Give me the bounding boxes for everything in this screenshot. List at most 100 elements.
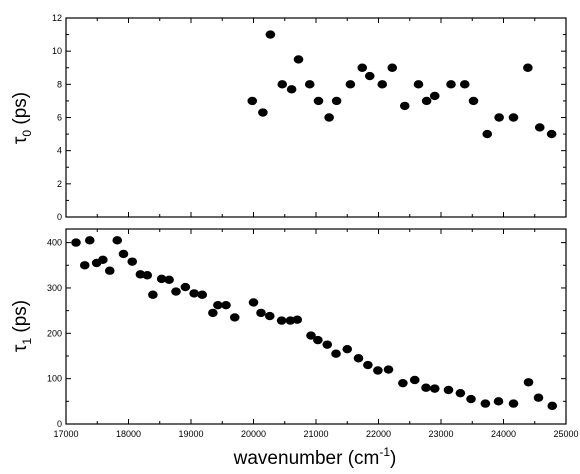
top-data-point xyxy=(258,108,268,117)
top-data-point xyxy=(429,91,440,101)
bottom-data-point xyxy=(112,236,123,245)
bottom-y-tick-label: 100 xyxy=(47,374,62,384)
x-tick-label: 22000 xyxy=(366,429,391,439)
top-y-tick-label: 10 xyxy=(52,46,62,56)
top-data-point xyxy=(421,96,432,106)
top-data-point xyxy=(494,113,504,122)
top-data-point xyxy=(546,129,557,139)
top-y-axis-title: τ0 (ps) xyxy=(10,92,34,144)
bottom-y-tick-label: 300 xyxy=(47,283,62,293)
top-data-point xyxy=(265,30,276,39)
bottom-data-point xyxy=(353,354,364,363)
top-data-point xyxy=(324,113,334,122)
bottom-panel: 0 100 200 300 400 17000 18000 19000 20000 21000 22… xyxy=(47,228,579,439)
x-tick-label: 18000 xyxy=(116,429,141,439)
top-data-point xyxy=(387,63,398,72)
bottom-data-point xyxy=(171,287,181,296)
bottom-data-point xyxy=(197,290,208,299)
bottom-y-axis-title: τ1 (ps) xyxy=(10,300,34,352)
bottom-data-point xyxy=(148,290,158,299)
bottom-data-point xyxy=(306,331,316,340)
top-panel: 0 2 4 6 8 10 12 xyxy=(52,13,567,222)
top-data-point xyxy=(277,80,288,89)
bottom-data-point xyxy=(264,311,275,321)
top-plot-frame xyxy=(65,17,567,218)
top-data-point xyxy=(508,113,519,122)
top-data-point xyxy=(364,71,375,81)
top-y-tick-label: 8 xyxy=(57,79,62,89)
bottom-data-point xyxy=(84,236,95,245)
bottom-data-point xyxy=(208,308,218,318)
bottom-data-point xyxy=(256,308,266,318)
bottom-data-point xyxy=(533,393,544,402)
bottom-data-point xyxy=(180,282,191,292)
bottom-y-tick-label: 200 xyxy=(47,328,62,338)
bottom-data-point xyxy=(189,289,199,298)
bottom-data-point xyxy=(221,300,231,310)
top-data-point xyxy=(446,80,456,89)
top-y-tick-label: 0 xyxy=(57,212,62,222)
top-data-point xyxy=(293,55,304,64)
bottom-data-point xyxy=(493,397,504,406)
bottom-data-point xyxy=(164,275,174,284)
top-data-point xyxy=(399,101,410,111)
bottom-data-point xyxy=(156,274,167,284)
top-y-tick-label: 2 xyxy=(57,179,62,189)
bottom-data-point xyxy=(313,335,323,345)
bottom-data-point xyxy=(322,340,333,349)
top-data-point xyxy=(331,96,342,106)
top-data-point xyxy=(377,80,388,89)
top-y-tick-label: 6 xyxy=(57,113,62,123)
top-data-point xyxy=(468,96,479,106)
top-y-tick-label: 4 xyxy=(57,146,62,156)
bottom-data-point xyxy=(71,238,81,247)
bottom-data-point xyxy=(443,385,454,395)
x-tick-label: 23000 xyxy=(428,429,453,439)
x-tick-label: 20000 xyxy=(241,429,266,439)
bottom-data-point xyxy=(292,315,303,324)
x-tick-label: 24000 xyxy=(491,429,516,439)
bottom-y-tick-label: 0 xyxy=(57,419,62,429)
bottom-data-point xyxy=(98,255,108,265)
x-tick-label: 17000 xyxy=(53,429,78,439)
bottom-data-point xyxy=(547,401,558,411)
x-tick-label: 19000 xyxy=(178,429,203,439)
bottom-data-point xyxy=(363,360,373,370)
bottom-data-point xyxy=(373,366,383,375)
bottom-data-point xyxy=(127,257,138,266)
x-tick-label: 25000 xyxy=(553,429,578,439)
bottom-data-point xyxy=(229,313,240,322)
top-data-point xyxy=(304,80,315,89)
bottom-data-point xyxy=(276,316,287,325)
top-data-point xyxy=(247,96,258,106)
bottom-plot-frame xyxy=(65,228,567,425)
top-data-point xyxy=(534,123,545,132)
bottom-data-point xyxy=(523,378,534,387)
top-data-point xyxy=(357,63,368,72)
top-data-point xyxy=(482,129,493,139)
bottom-data-point xyxy=(248,298,259,307)
bottom-data-point xyxy=(79,261,90,270)
top-data-point xyxy=(286,85,297,94)
top-data-point xyxy=(313,96,324,106)
bottom-data-point xyxy=(455,388,466,398)
bottom-data-point xyxy=(429,384,440,393)
bottom-data-point xyxy=(398,378,408,388)
bottom-data-point xyxy=(213,300,223,310)
bottom-data-point xyxy=(118,249,129,259)
bottom-data-point xyxy=(409,375,420,385)
bottom-data-point xyxy=(331,349,341,358)
bottom-data-point xyxy=(421,383,431,392)
top-data-point xyxy=(523,63,533,72)
top-data-point xyxy=(459,80,470,89)
bottom-data-point xyxy=(383,365,394,374)
bottom-data-point xyxy=(342,344,353,354)
bottom-data-point xyxy=(142,271,153,280)
bottom-y-tick-label: 400 xyxy=(47,238,62,248)
x-tick-label: 21000 xyxy=(303,429,328,439)
x-axis-title: wavenumber (cm-1) xyxy=(233,445,397,469)
top-data-point xyxy=(413,80,424,89)
top-data-point xyxy=(345,80,356,89)
bottom-data-point xyxy=(466,394,476,404)
